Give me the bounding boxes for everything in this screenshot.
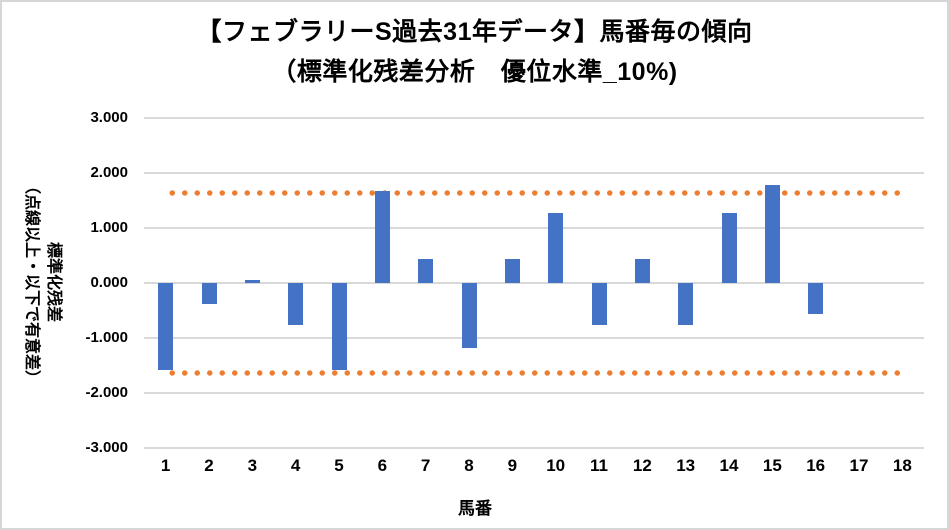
y-tick-label: 0.000 (90, 274, 128, 291)
bar-horse-15 (764, 184, 780, 283)
y-tick-label: 2.000 (90, 164, 128, 181)
x-tick-label: 5 (334, 456, 344, 475)
x-tick-label: 18 (892, 456, 912, 475)
bar-horse-6 (374, 190, 390, 283)
bar-horse-14 (721, 212, 737, 283)
bar-horse-2 (201, 283, 217, 304)
chart-title-line2: （標準化残差分析 優位水準_10%) (271, 58, 678, 86)
x-tick-label: 15 (762, 456, 782, 475)
chart-title: 【フェブラリーS過去31年データ】馬番毎の傾向 （標準化残差分析 優位水準_10… (2, 12, 947, 92)
x-tick-label: 1 (160, 456, 171, 475)
bar-horse-11 (591, 283, 607, 326)
y-tick-label: -3.000 (85, 439, 128, 456)
significance-threshold-line-upper (165, 189, 903, 196)
x-tick-label: 10 (546, 456, 566, 475)
bar-horse-5 (331, 283, 347, 370)
x-tick-label: 11 (590, 456, 608, 475)
y-tick-label: -2.000 (85, 384, 128, 401)
x-tick-label: 6 (377, 456, 388, 475)
gridline (144, 282, 924, 284)
gridline (144, 447, 924, 449)
bar-horse-8 (461, 283, 477, 349)
bar-horse-13 (678, 283, 694, 326)
gridline (144, 117, 924, 119)
x-tick-label: 4 (290, 456, 301, 475)
x-tick-label: 2 (204, 456, 214, 475)
x-tick-label: 9 (507, 456, 518, 475)
gridline (144, 227, 924, 229)
gridline (144, 392, 924, 394)
bar-horse-12 (634, 258, 650, 283)
x-axis-title: 馬番 (458, 499, 492, 518)
significance-threshold-line-lower (165, 370, 903, 377)
y-tick-label: 1.000 (90, 219, 128, 236)
gridline (144, 172, 924, 174)
x-tick-label: 13 (676, 456, 696, 475)
bar-horse-9 (504, 258, 520, 283)
bar-horse-3 (244, 280, 260, 283)
x-tick-label: 3 (247, 456, 258, 475)
x-tick-label: 16 (806, 456, 826, 475)
x-tick-label: 7 (420, 456, 431, 475)
x-tick-label: 14 (719, 456, 739, 475)
y-tick-label: 3.000 (90, 109, 128, 126)
chart-title-line1: 【フェブラリーS過去31年データ】馬番毎の傾向 (196, 18, 753, 46)
bar-horse-1 (158, 283, 174, 370)
plot-area (144, 117, 924, 449)
bar-horse-10 (548, 212, 564, 283)
bar-horse-16 (808, 283, 824, 314)
bar-horse-7 (418, 258, 434, 283)
bar-horse-4 (288, 283, 304, 326)
gridline (144, 337, 924, 339)
x-tick-label: 17 (849, 456, 869, 475)
y-axis-title-line2: （点線以上・以下で有意差） (23, 177, 40, 386)
x-tick-label: 12 (632, 456, 652, 475)
x-tick-label: 8 (464, 456, 474, 475)
y-tick-label: -1.000 (85, 329, 128, 346)
